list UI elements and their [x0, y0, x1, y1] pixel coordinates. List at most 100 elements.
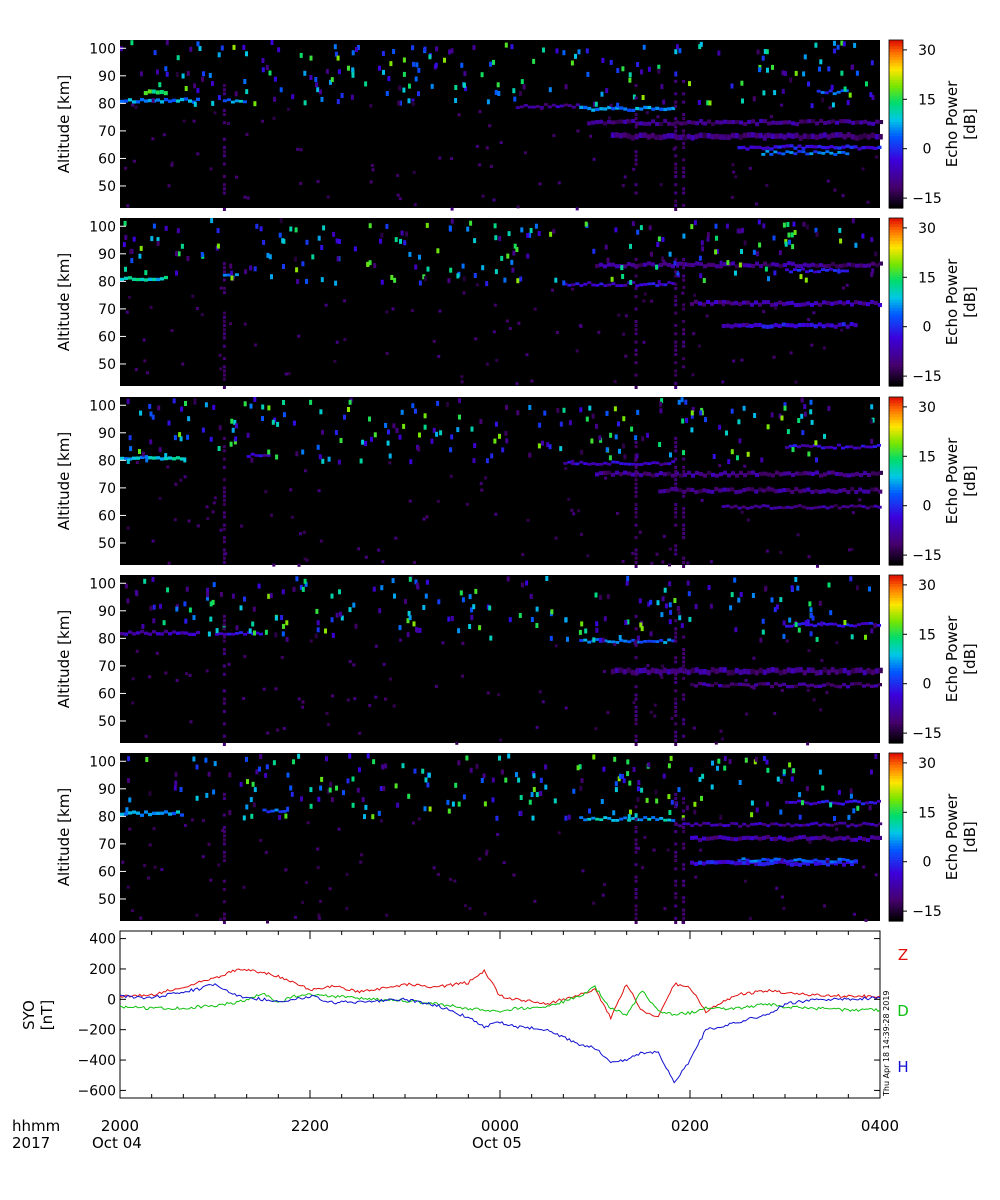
echo-cell	[484, 476, 488, 480]
echo-cell	[528, 452, 532, 458]
echo-cell	[447, 808, 451, 814]
echo-cell	[634, 490, 638, 494]
echo-cell	[834, 836, 838, 841]
echo-cell	[738, 669, 743, 675]
echo-cell	[387, 76, 391, 82]
echo-cell	[710, 823, 715, 827]
echo-cell	[351, 50, 355, 56]
echo-cell	[284, 868, 288, 872]
echo-cell	[455, 741, 459, 745]
echo-cell	[655, 472, 659, 477]
echo-cell	[667, 763, 671, 769]
echo-cell	[698, 44, 702, 50]
echo-cell	[813, 444, 817, 447]
colorbar-unit: [dB]	[961, 108, 979, 140]
echo-cell	[152, 811, 156, 815]
echo-cell	[279, 218, 283, 224]
echo-cell	[222, 689, 226, 693]
echo-cell	[297, 334, 301, 338]
echo-cell	[286, 806, 290, 812]
colorbar-segment	[889, 422, 903, 426]
echo-cell	[606, 257, 610, 263]
colorbar-segment	[889, 667, 903, 671]
echo-cell	[472, 45, 476, 51]
echo-cell	[674, 734, 678, 738]
echo-cell	[765, 324, 770, 329]
echo-cell	[124, 234, 128, 240]
echo-cell	[798, 682, 802, 686]
echo-cell	[460, 380, 464, 384]
echo-cell	[272, 563, 276, 567]
echo-cell	[782, 859, 786, 864]
echo-cell	[609, 59, 613, 65]
echo-cell	[682, 668, 686, 672]
echo-cell	[719, 260, 723, 266]
echo-cell	[842, 41, 846, 47]
echo-cell	[120, 632, 124, 636]
echo-cell	[699, 261, 703, 266]
echo-cell	[773, 270, 777, 276]
echo-cell	[334, 280, 338, 286]
echo-cell	[222, 336, 226, 340]
echo-cell	[690, 860, 694, 865]
echo-cell	[461, 263, 465, 269]
echo-cell	[855, 263, 859, 268]
echo-cell	[682, 652, 686, 656]
echo-cell	[601, 893, 605, 897]
echo-cell	[481, 194, 485, 198]
echo-cell	[836, 44, 840, 50]
echo-cell	[849, 322, 854, 327]
echo-cell	[611, 262, 615, 267]
echo-cell	[810, 683, 814, 687]
echo-cell	[222, 498, 226, 502]
echo-cell	[770, 860, 774, 865]
echo-cell	[634, 738, 638, 742]
echo-cell	[829, 622, 833, 626]
colorbar-segment	[889, 497, 903, 502]
echo-cell	[794, 70, 798, 76]
echo-cell	[762, 135, 767, 141]
echo-cell	[499, 738, 503, 742]
echo-cell	[392, 704, 396, 708]
echo-cell	[702, 682, 706, 686]
echo-cell	[858, 487, 863, 492]
echo-cell	[825, 506, 830, 510]
y-tick-label: 70	[98, 659, 116, 675]
echo-cell	[674, 668, 679, 675]
echo-cell	[399, 238, 402, 244]
echo-cell	[164, 98, 168, 102]
echo-cell	[398, 434, 402, 440]
echo-cell	[424, 777, 428, 783]
echo-cell	[674, 705, 678, 709]
echo-cell	[136, 456, 140, 460]
colorbar-segment	[889, 625, 903, 629]
echo-cell	[222, 108, 226, 112]
echo-cell	[316, 444, 320, 450]
echo-cell	[763, 471, 767, 476]
echo-cell	[659, 669, 662, 673]
echo-cell	[542, 47, 545, 53]
echo-cell	[418, 254, 421, 260]
echo-cell	[590, 438, 594, 444]
echo-cell	[672, 147, 676, 151]
echo-cell	[693, 293, 697, 297]
echo-cell	[699, 41, 703, 47]
echo-cell	[809, 623, 813, 627]
echo-cell	[382, 69, 385, 75]
echo-cell	[772, 355, 776, 359]
echo-cell	[595, 638, 600, 641]
echo-cell	[688, 616, 692, 622]
echo-cell	[305, 239, 309, 245]
echo-cell	[682, 470, 686, 473]
echo-cell	[520, 227, 524, 233]
colorbar-segment	[889, 715, 903, 719]
echo-cell	[826, 836, 830, 841]
echo-cell	[639, 640, 644, 644]
echo-cell	[549, 635, 553, 641]
colorbar-tick-label: 0	[923, 499, 932, 515]
echo-cell	[336, 256, 340, 262]
echo-cell	[870, 487, 875, 492]
colorbar-segment	[889, 706, 903, 710]
echo-cell	[646, 134, 651, 140]
echo-cell	[372, 586, 376, 592]
